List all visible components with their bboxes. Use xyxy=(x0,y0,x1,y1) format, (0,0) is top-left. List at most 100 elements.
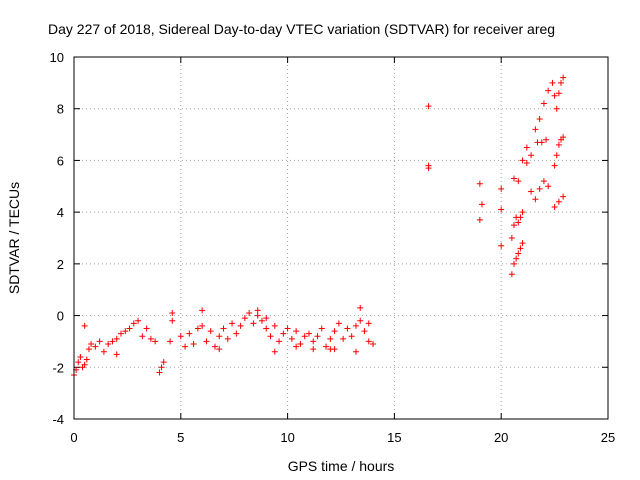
data-point xyxy=(160,359,167,366)
data-point xyxy=(528,188,535,195)
data-point xyxy=(152,338,159,345)
data-point xyxy=(498,242,505,249)
data-points xyxy=(71,74,567,379)
y-tick-label: 2 xyxy=(57,257,64,272)
data-point xyxy=(331,328,338,335)
data-point xyxy=(560,193,567,200)
data-point xyxy=(263,315,270,322)
data-point xyxy=(425,103,432,110)
data-point xyxy=(158,364,165,371)
data-point xyxy=(254,312,261,319)
data-point xyxy=(77,353,84,360)
data-point xyxy=(135,317,142,324)
data-point xyxy=(519,209,526,216)
data-point xyxy=(365,320,372,327)
data-point xyxy=(323,343,330,350)
data-point xyxy=(203,338,210,345)
data-point xyxy=(519,157,526,164)
data-point xyxy=(276,338,283,345)
data-point xyxy=(224,335,231,342)
data-point xyxy=(263,325,270,332)
data-point xyxy=(100,348,107,355)
data-point xyxy=(293,328,300,335)
data-point xyxy=(517,214,524,221)
data-point xyxy=(314,333,321,340)
data-point xyxy=(109,338,116,345)
chart-title: Day 227 of 2018, Sidereal Day-to-day VTE… xyxy=(48,21,555,37)
data-point xyxy=(476,180,483,187)
data-point xyxy=(515,250,522,257)
data-point xyxy=(498,206,505,213)
axis-ticks: 0 5 10 15 20 25 -4 -2 0 2 4 6 8 10 xyxy=(50,50,616,445)
data-point xyxy=(81,322,88,329)
x-tick-label: 15 xyxy=(387,430,401,445)
data-point xyxy=(523,144,530,151)
data-point xyxy=(508,235,515,241)
x-tick-label: 10 xyxy=(280,430,294,445)
data-point xyxy=(551,92,558,99)
data-point xyxy=(425,165,432,172)
data-point xyxy=(517,245,524,252)
data-point xyxy=(340,335,347,342)
data-point xyxy=(199,322,206,329)
data-point xyxy=(156,369,163,376)
data-point xyxy=(271,348,278,355)
data-point xyxy=(558,79,565,86)
data-point xyxy=(540,178,547,185)
y-tick-label: 10 xyxy=(50,50,64,65)
data-point xyxy=(515,219,522,226)
data-point xyxy=(348,333,355,340)
data-point xyxy=(498,185,505,192)
data-point xyxy=(199,307,206,314)
data-point xyxy=(551,203,558,210)
data-point xyxy=(105,341,112,348)
y-tick-label: 0 xyxy=(57,309,64,324)
data-point xyxy=(280,330,287,337)
x-axis-label: GPS time / hours xyxy=(288,458,395,474)
data-point xyxy=(96,338,103,345)
x-tick-label: 0 xyxy=(70,430,77,445)
y-tick-label: 8 xyxy=(57,102,64,117)
data-point xyxy=(186,330,193,337)
x-tick-label: 5 xyxy=(177,430,184,445)
x-tick-label: 20 xyxy=(494,430,508,445)
data-point xyxy=(543,136,550,143)
data-point xyxy=(92,343,99,350)
data-point xyxy=(478,201,485,208)
data-point xyxy=(207,328,214,335)
data-point xyxy=(538,139,545,146)
data-point xyxy=(519,240,526,247)
data-point xyxy=(318,325,325,332)
data-point xyxy=(167,338,174,345)
data-point xyxy=(335,320,342,327)
data-point xyxy=(169,309,176,316)
data-point xyxy=(361,328,368,335)
data-point xyxy=(553,105,560,112)
data-point xyxy=(190,341,197,348)
data-point xyxy=(365,338,372,345)
x-tick-label: 25 xyxy=(601,430,615,445)
data-point xyxy=(182,343,189,350)
data-point xyxy=(258,317,265,324)
grid xyxy=(74,57,608,419)
y-tick-label: -4 xyxy=(52,412,64,427)
data-point xyxy=(540,100,547,107)
data-point xyxy=(126,325,133,332)
data-point xyxy=(511,260,518,267)
data-point xyxy=(508,271,515,278)
data-point xyxy=(85,346,92,353)
data-point xyxy=(284,325,291,332)
data-point xyxy=(241,315,248,322)
data-point xyxy=(344,325,351,332)
data-point xyxy=(194,325,201,332)
data-point xyxy=(551,162,558,169)
data-point xyxy=(536,116,543,123)
data-point xyxy=(555,141,562,148)
data-point xyxy=(545,183,552,190)
data-point xyxy=(250,320,257,327)
data-point xyxy=(555,90,562,97)
data-point xyxy=(81,361,88,368)
data-point xyxy=(310,346,317,353)
data-point xyxy=(532,126,539,133)
data-point xyxy=(246,309,253,316)
